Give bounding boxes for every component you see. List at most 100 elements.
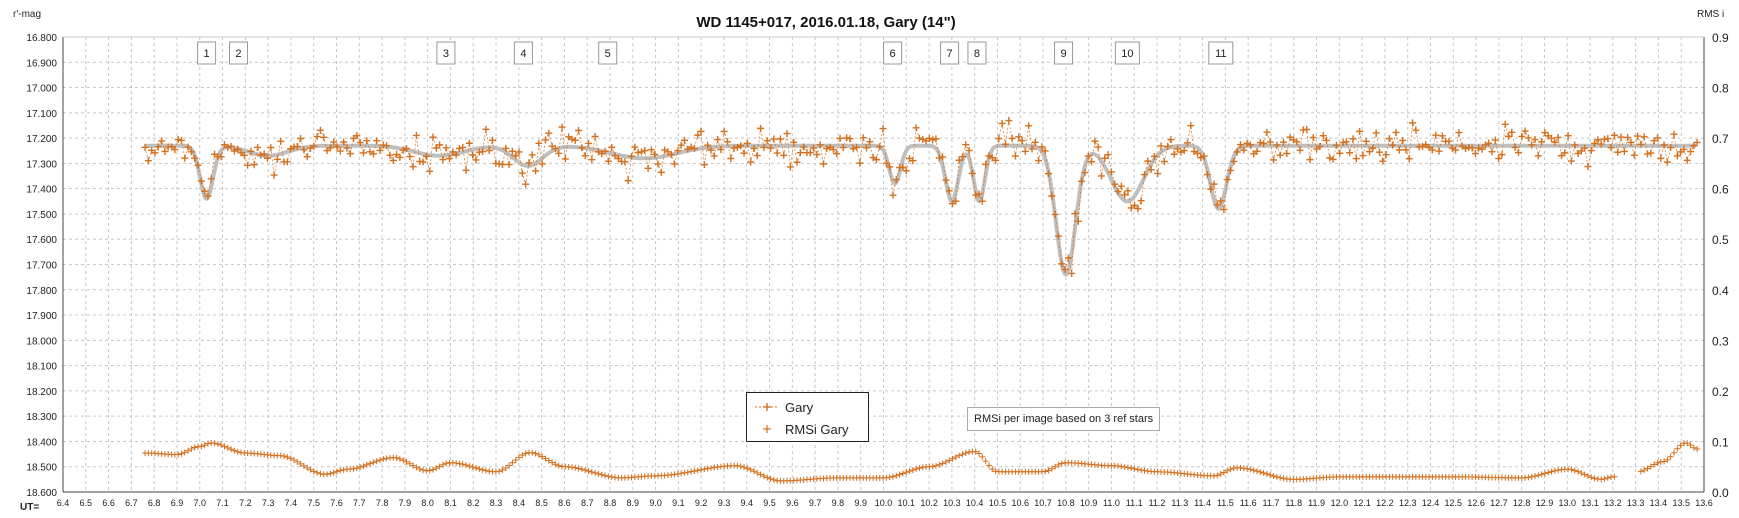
rmsi-point	[1247, 466, 1254, 473]
rmsi-point	[512, 457, 519, 464]
rmsi-point	[893, 472, 900, 479]
gary-point	[889, 191, 897, 199]
rmsi-point	[1220, 469, 1227, 476]
y-left-tick-label: 18.600	[26, 488, 57, 499]
dip-label-box	[598, 41, 618, 65]
dip-label: 8	[974, 48, 980, 60]
y-right-tick-label: 0.5	[1712, 233, 1729, 247]
gary-point	[935, 154, 943, 162]
rmsi-point	[426, 467, 433, 474]
rmsi-point	[396, 455, 403, 462]
rmsi-point	[684, 469, 691, 476]
gary-point	[829, 146, 837, 154]
gary-point	[1561, 149, 1569, 157]
gary-point	[892, 176, 900, 184]
gary-point	[1402, 146, 1410, 154]
x-tick-label: 10.1	[898, 498, 916, 508]
x-tick-label: 11.5	[1217, 498, 1234, 508]
gary-point	[518, 169, 526, 177]
rmsi-point	[979, 453, 986, 460]
gary-point	[1657, 154, 1665, 162]
gary-point	[680, 136, 688, 144]
gary-point	[528, 151, 536, 159]
rmsi-point	[1541, 470, 1548, 477]
rmsi-point	[707, 464, 714, 471]
gary-point	[151, 149, 159, 157]
gary-point	[876, 143, 884, 151]
gary-point	[816, 141, 824, 149]
rmsi-point	[741, 464, 748, 471]
gary-point	[823, 145, 831, 153]
rmsi-point	[472, 465, 479, 472]
gary-point	[740, 149, 748, 157]
rmsi-point	[403, 458, 410, 465]
x-tick-label: 12.3	[1399, 498, 1417, 508]
gary-point	[1571, 141, 1579, 149]
x-tick-label: 9.8	[832, 498, 845, 508]
rmsi-point	[522, 450, 529, 457]
gary-point	[297, 134, 305, 142]
gary-point	[1521, 127, 1529, 135]
gary-point	[1147, 166, 1155, 174]
gary-point	[161, 147, 169, 155]
rmsi-point	[906, 468, 913, 475]
gary-point	[1031, 138, 1039, 146]
gary-point	[313, 133, 321, 141]
rmsi-point	[327, 470, 334, 477]
rmsi-point	[1260, 470, 1267, 477]
x-tick-label: 7.7	[353, 498, 366, 508]
rmsi-point	[1555, 467, 1562, 474]
rmsi-point	[1641, 467, 1648, 474]
gary-point	[522, 180, 530, 188]
gary-point	[446, 155, 454, 163]
rmsi-point	[962, 450, 969, 457]
gary-point	[1326, 154, 1334, 162]
rmsi-point	[764, 474, 771, 481]
x-tick-label: 6.5	[80, 498, 93, 508]
gary-point	[1197, 154, 1205, 162]
gary-point	[704, 141, 712, 149]
rmsi-point	[1684, 440, 1691, 447]
gary-point	[558, 123, 566, 131]
gary-point	[1210, 180, 1218, 188]
gary-point	[1624, 133, 1632, 141]
gary-point	[819, 160, 827, 168]
x-tick-label: 6.7	[125, 498, 138, 508]
rmsi-point	[191, 444, 198, 451]
gary-point	[763, 137, 771, 145]
rmsi-point	[545, 457, 552, 464]
rmsi-point	[1651, 461, 1658, 468]
gary-point	[1002, 140, 1009, 148]
gary-point	[575, 127, 583, 135]
rmsi-point	[1045, 467, 1052, 474]
gary-point	[489, 136, 497, 144]
gary-point	[240, 151, 248, 159]
gary-point	[181, 154, 189, 162]
gary-point	[1124, 187, 1132, 195]
gary-point	[389, 156, 397, 164]
gary-point	[700, 161, 708, 169]
rmsi-point	[1568, 466, 1575, 473]
rmsi-point	[1138, 467, 1145, 474]
gary-point	[1452, 146, 1460, 154]
gary-point	[1107, 168, 1115, 176]
gary-point	[1078, 177, 1086, 185]
gary-point	[234, 145, 242, 153]
rmsi-point	[188, 445, 195, 452]
rmsi-point	[314, 469, 321, 476]
gary-point	[1021, 147, 1029, 155]
gary-point	[657, 168, 665, 176]
rmsi-point	[443, 460, 450, 467]
gary-point	[882, 159, 890, 167]
gary-point	[1637, 140, 1645, 148]
gary-point	[806, 149, 814, 157]
y-left-tick-label: 18.100	[26, 362, 57, 373]
gary-point	[1316, 142, 1324, 150]
rmsi-point	[578, 466, 585, 473]
x-tick-label: 7.0	[193, 498, 206, 508]
y-left-tick-label: 18.200	[26, 387, 57, 398]
gary-point	[333, 143, 341, 151]
y-left-tick-label: 17.900	[26, 311, 57, 322]
x-tick-label: 8.8	[604, 498, 617, 508]
x-tick-label: 11.9	[1308, 498, 1325, 508]
